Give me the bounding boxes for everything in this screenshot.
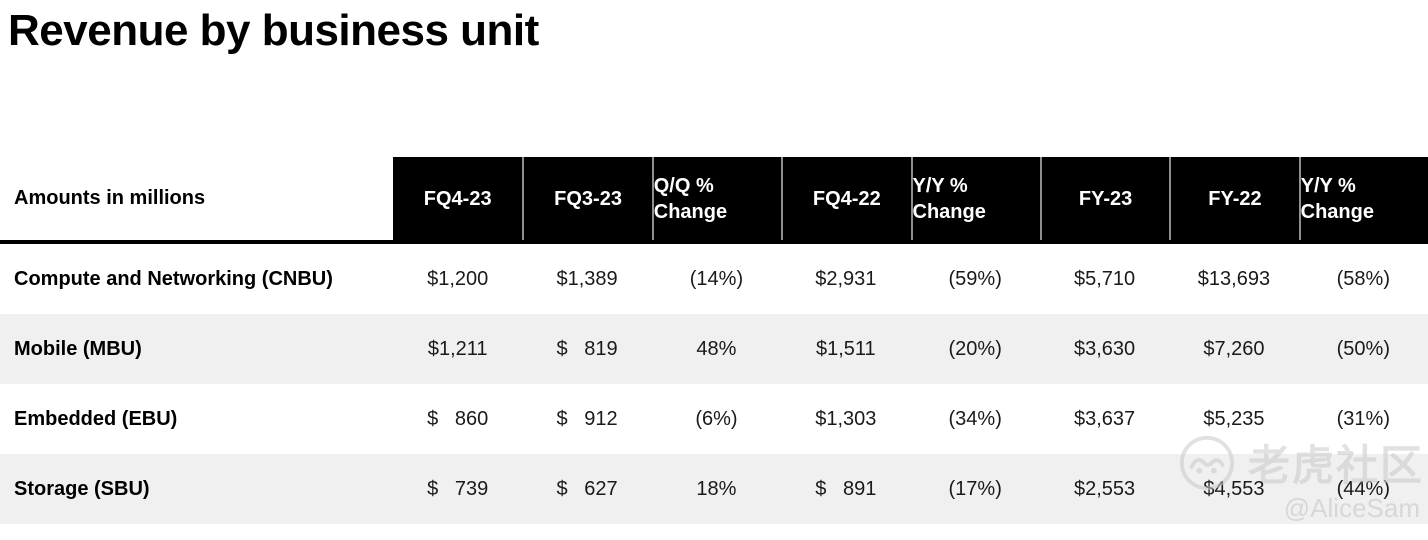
cell-value: (50%) bbox=[1336, 337, 1390, 360]
column-header-label: FY-22 bbox=[1208, 187, 1262, 210]
cell-value: 18% bbox=[696, 477, 737, 500]
cell-value: (20%) bbox=[948, 337, 1002, 360]
column-header-yy-change-fy: Y/Y % Change bbox=[1298, 157, 1428, 240]
corner-label: Amounts in millions bbox=[0, 157, 393, 240]
table-row-ebu: Embedded (EBU) $ 860 $ 912 (6%) $1,303 (… bbox=[0, 384, 1428, 454]
column-header-fq4-23: FQ4-23 bbox=[393, 157, 523, 240]
cell-value: $1,511 bbox=[815, 337, 876, 360]
cell-value: (59%) bbox=[948, 267, 1002, 290]
cell-value: (14%) bbox=[689, 267, 744, 290]
revenue-table: Amounts in millions FQ4-23 FQ3-23 Q/Q % … bbox=[0, 157, 1428, 524]
cell-value: $1,200 bbox=[427, 267, 489, 290]
row-label: Mobile (MBU) bbox=[14, 337, 142, 360]
column-header-label: Q/Q % Change bbox=[653, 174, 728, 223]
column-header-label: Y/Y % Change bbox=[912, 174, 986, 223]
cell-value: (58%) bbox=[1336, 267, 1390, 290]
cell-value: $3,630 bbox=[1073, 337, 1136, 360]
cell-value: (6%) bbox=[695, 407, 738, 430]
table-row-mbu: Mobile (MBU) $1,211 $ 819 48% $1,511 (20… bbox=[0, 314, 1428, 384]
column-header-label: Y/Y % Change bbox=[1300, 174, 1374, 223]
cell-value: $ 819 bbox=[556, 337, 618, 360]
table-row-cnbu: Compute and Networking (CNBU) $1,200 $1,… bbox=[0, 244, 1428, 314]
column-header-fy-23: FY-23 bbox=[1039, 157, 1170, 240]
column-header-qq-change: Q/Q % Change bbox=[651, 157, 782, 240]
cell-value: $3,637 bbox=[1073, 407, 1136, 430]
cell-value: $ 739 bbox=[427, 477, 489, 500]
cell-value: $13,693 bbox=[1197, 267, 1271, 290]
table-row-sbu: Storage (SBU) $ 739 $ 627 18% $ 891 (17%… bbox=[0, 454, 1428, 524]
column-header-fq4-22: FQ4-22 bbox=[781, 157, 911, 240]
column-header-label: FQ4-22 bbox=[812, 187, 881, 210]
cell-value: $5,710 bbox=[1073, 267, 1136, 290]
cell-value: $7,260 bbox=[1203, 337, 1265, 360]
cell-value: $ 627 bbox=[556, 477, 618, 500]
cell-value: (34%) bbox=[948, 407, 1002, 430]
cell-value: (31%) bbox=[1336, 407, 1390, 430]
column-header-fy-22: FY-22 bbox=[1169, 157, 1299, 240]
table-body: Compute and Networking (CNBU) $1,200 $1,… bbox=[0, 244, 1428, 524]
cell-value: $ 860 bbox=[427, 407, 489, 430]
row-label: Embedded (EBU) bbox=[14, 407, 178, 430]
column-header-label: FY-23 bbox=[1078, 187, 1133, 210]
column-header-fq3-23: FQ3-23 bbox=[522, 157, 652, 240]
cell-value: $ 891 bbox=[815, 477, 877, 500]
row-label: Storage (SBU) bbox=[14, 477, 150, 500]
cell-value: $4,553 bbox=[1203, 477, 1265, 500]
page-title: Revenue by business unit bbox=[8, 6, 539, 55]
cell-value: (44%) bbox=[1336, 477, 1390, 500]
cell-value: $2,931 bbox=[815, 267, 877, 290]
cell-value: $ 912 bbox=[556, 407, 618, 430]
cell-value: $5,235 bbox=[1203, 407, 1265, 430]
table-header-row: Amounts in millions FQ4-23 FQ3-23 Q/Q % … bbox=[0, 157, 1428, 244]
cell-value: $1,303 bbox=[815, 407, 877, 430]
row-label: Compute and Networking (CNBU) bbox=[14, 267, 333, 290]
cell-value: (17%) bbox=[948, 477, 1002, 500]
cell-value: 48% bbox=[696, 337, 737, 360]
cell-value: $1,211 bbox=[427, 337, 488, 360]
column-header-label: FQ3-23 bbox=[554, 187, 622, 210]
column-header-label: FQ4-23 bbox=[423, 187, 492, 210]
column-header-yy-change-q: Y/Y % Change bbox=[910, 157, 1040, 240]
cell-value: $2,553 bbox=[1073, 477, 1136, 500]
cell-value: $1,389 bbox=[556, 267, 618, 290]
